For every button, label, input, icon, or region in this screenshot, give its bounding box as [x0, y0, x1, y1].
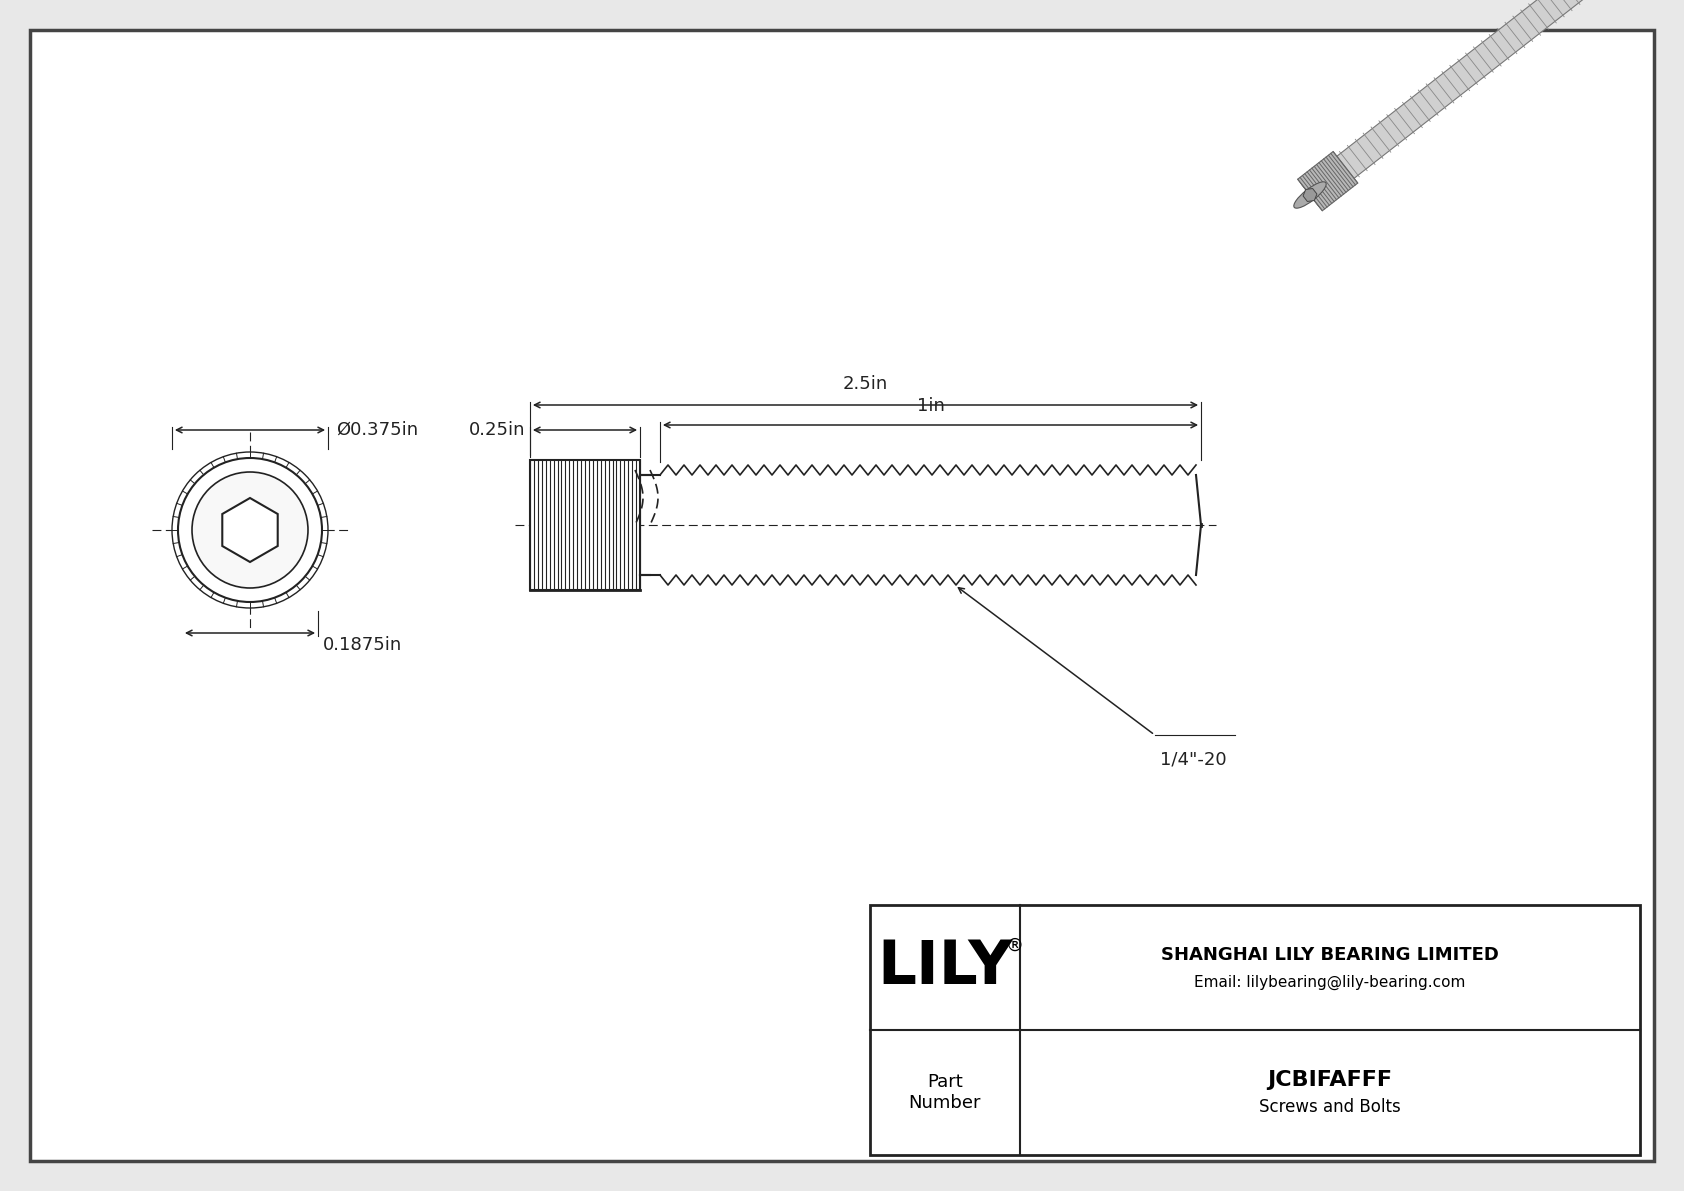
Text: 1/4"-20: 1/4"-20 — [1160, 750, 1226, 768]
Text: Screws and Bolts: Screws and Bolts — [1260, 1098, 1401, 1116]
Circle shape — [179, 459, 322, 601]
Text: Ø0.375in: Ø0.375in — [337, 420, 418, 439]
Text: 1in: 1in — [916, 397, 945, 414]
Circle shape — [192, 472, 308, 588]
Ellipse shape — [1293, 182, 1327, 208]
Bar — [871, 905, 1640, 1155]
Text: 0.25in: 0.25in — [468, 420, 525, 439]
Text: 0.1875in: 0.1875in — [323, 636, 402, 654]
Bar — [530, 460, 640, 590]
Polygon shape — [1298, 151, 1357, 211]
Text: 2.5in: 2.5in — [844, 375, 887, 393]
Polygon shape — [222, 498, 278, 562]
Polygon shape — [1303, 188, 1317, 201]
Circle shape — [172, 453, 328, 607]
Text: SHANGHAI LILY BEARING LIMITED: SHANGHAI LILY BEARING LIMITED — [1160, 947, 1499, 965]
Text: JCBIFAFFF: JCBIFAFFF — [1268, 1071, 1393, 1091]
Text: ®: ® — [1005, 936, 1022, 954]
Text: Part
Number: Part Number — [909, 1073, 982, 1112]
Text: Email: lilybearing@lily-bearing.com: Email: lilybearing@lily-bearing.com — [1194, 975, 1465, 990]
Text: LILY: LILY — [877, 939, 1012, 997]
Polygon shape — [1302, 0, 1633, 206]
